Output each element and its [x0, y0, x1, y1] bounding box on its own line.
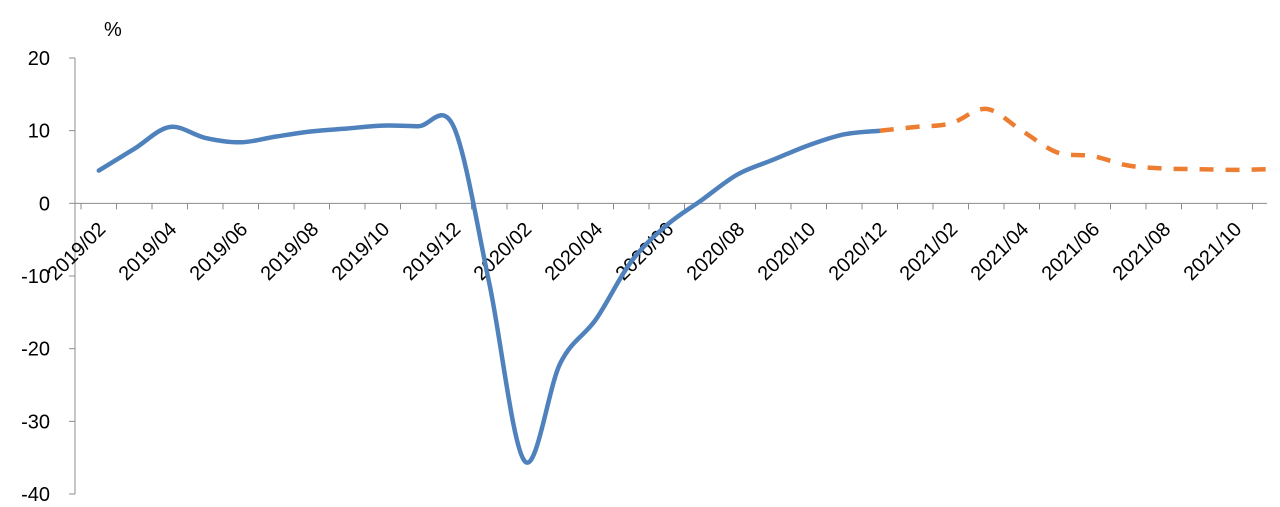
y-tick-label: -10: [21, 266, 50, 288]
y-tick-label: -20: [21, 339, 50, 361]
y-axis-unit-label: %: [104, 19, 122, 41]
x-tick-label: 2021/10: [1180, 218, 1247, 285]
y-tick-label: 20: [28, 48, 50, 70]
x-tick-label: 2021/08: [1109, 218, 1176, 285]
x-tick-label: 2019/08: [257, 218, 324, 285]
x-tick-label: 2021/02: [896, 218, 963, 285]
x-tick-label: 2019/02: [44, 218, 111, 285]
x-axis: 2019/02 2019/04 2019/06 2019/08 2019/10 2019/…: [44, 202, 1267, 285]
x-tick-label: 2020/10: [754, 218, 821, 285]
y-tick-label: 0: [39, 193, 50, 215]
y-axis: 20 10 0 -10 -20 -30 -40: [21, 48, 76, 506]
x-tick-label: 2020/04: [541, 218, 608, 285]
x-tick-label: 2021/06: [1038, 218, 1105, 285]
x-tick-label: 2019/06: [186, 218, 253, 285]
y-tick-label: -40: [21, 484, 50, 506]
y-tick-label: -30: [21, 411, 50, 433]
x-tick-label: 2020/08: [683, 218, 750, 285]
series-group: [96, 106, 1271, 465]
y-tick-label: 10: [28, 121, 50, 143]
series-line-dashed: [879, 106, 1271, 173]
x-tick-label: 2020/12: [825, 218, 892, 285]
series-line-solid: [96, 113, 883, 465]
x-tick-label: 2019/04: [115, 218, 182, 285]
x-tick-label: 2019/10: [328, 218, 395, 285]
x-tick-label: 2021/04: [967, 218, 1034, 285]
x-tick-label: 2019/12: [399, 218, 466, 285]
